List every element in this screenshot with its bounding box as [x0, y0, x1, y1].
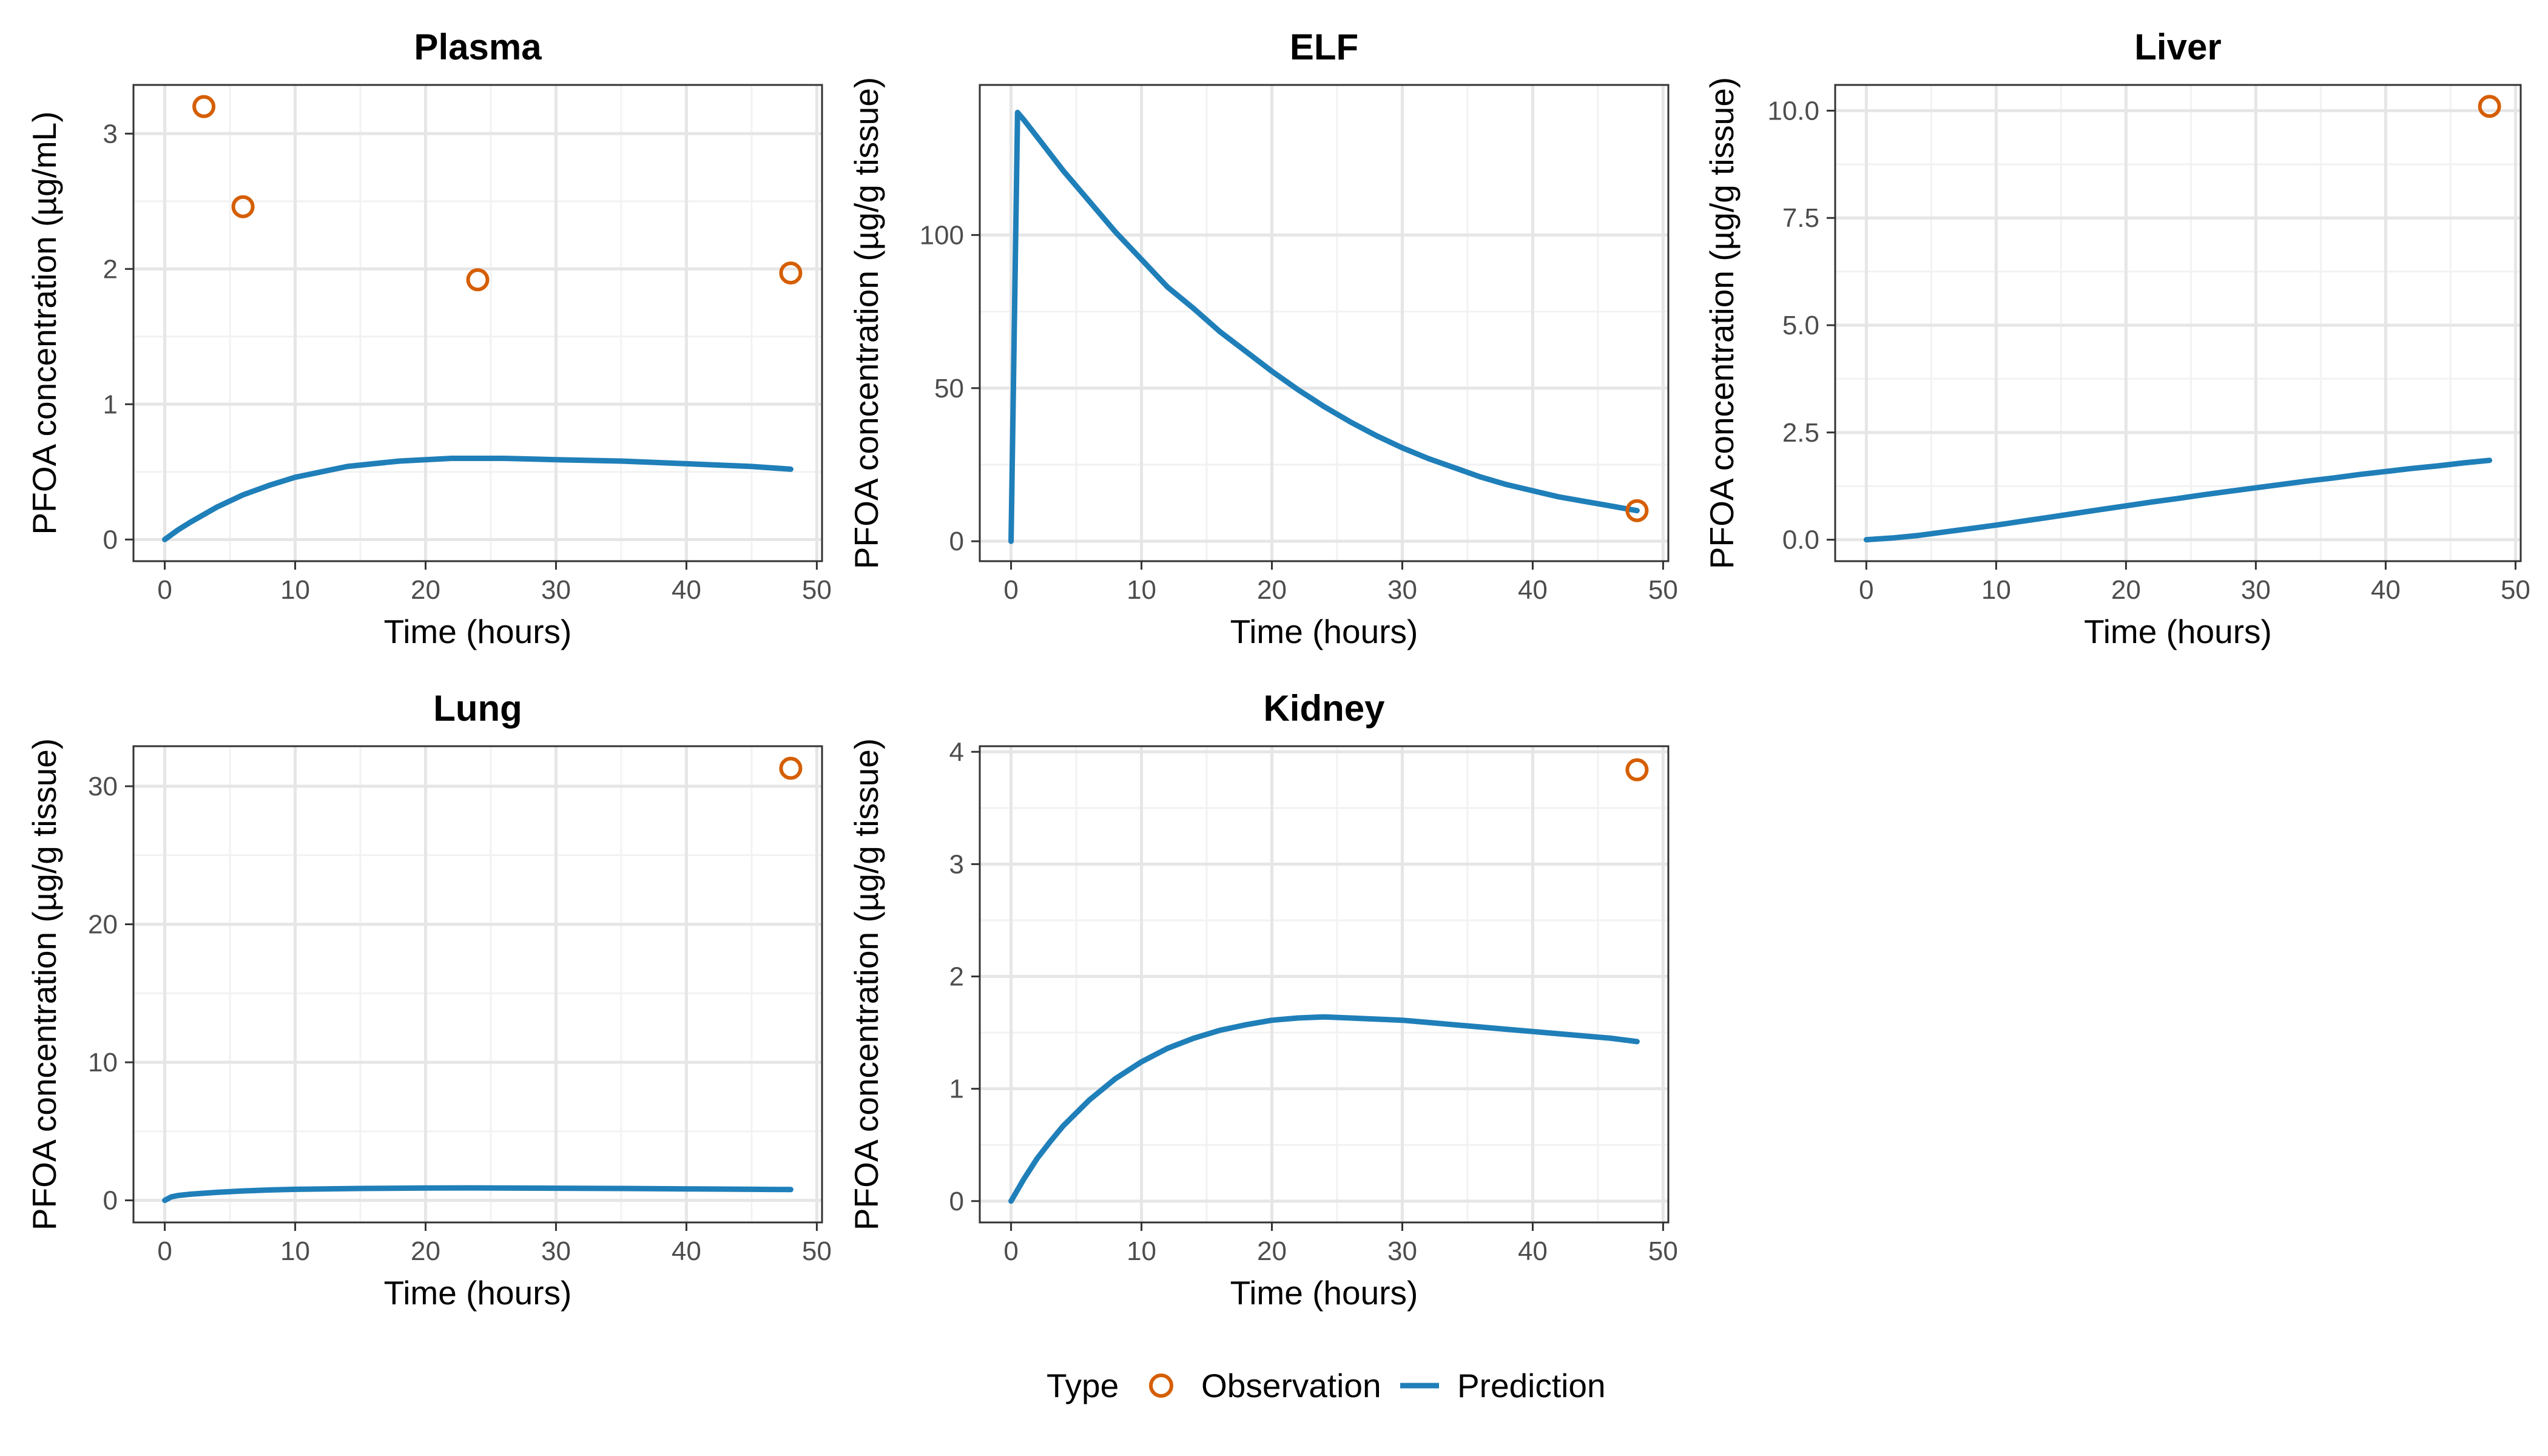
y-tick-label: 7.5 — [1782, 203, 1819, 233]
x-tick-label: 0 — [1003, 1236, 1018, 1266]
x-axis-title: Time (hours) — [384, 1274, 572, 1312]
x-tick-label: 30 — [541, 1236, 571, 1266]
y-tick-label: 4 — [949, 737, 964, 767]
legend-observation-key — [1149, 1373, 1173, 1398]
observation-point — [2478, 95, 2501, 118]
x-axis-title: Time (hours) — [384, 613, 572, 650]
panel-lung: 0 10 20 30 40 50 0 10 20 30 Lung Time (hours) PFOA c… — [25, 688, 832, 1312]
panel-plasma: 0 10 20 30 40 50 0 1 2 3 Plasma Time (hours) PFOA co… — [25, 27, 832, 650]
panel-liver: 0 10 20 30 40 50 0.0 2.5 5.0 7.5 10.0 Liver Time (ho… — [1703, 27, 2530, 650]
x-tick-label: 20 — [1257, 1236, 1287, 1266]
x-tick-label: 30 — [2241, 575, 2271, 605]
observation-point — [1625, 758, 1649, 781]
x-axis-title: Time (hours) — [2084, 613, 2272, 650]
prediction-line — [1863, 457, 2493, 543]
y-tick-label: 0 — [949, 1187, 964, 1216]
y-tick-label: 0 — [103, 525, 118, 554]
panel-frame — [1834, 84, 2522, 562]
x-tick-label: 20 — [2111, 575, 2141, 605]
y-tick-label: 10 — [88, 1048, 118, 1077]
legend: Type Observation Prediction — [1046, 1367, 1606, 1404]
x-axis-title: Time (hours) — [1230, 1274, 1418, 1312]
y-tick-label: 2 — [949, 962, 964, 992]
x-tick-label: 30 — [541, 575, 571, 605]
x-tick-label: 40 — [1518, 575, 1548, 605]
panel-kidney: 0 10 20 30 40 50 0 1 2 3 4 Kidney Time (hours) PFOA c… — [848, 688, 1678, 1312]
y-tick-label: 2.5 — [1782, 418, 1819, 448]
x-tick-label: 40 — [672, 575, 701, 605]
x-axis-title: Time (hours) — [1230, 613, 1418, 650]
x-tick-label: 10 — [1127, 1236, 1156, 1266]
x-tick-label: 30 — [1387, 575, 1417, 605]
panel-frame — [132, 745, 823, 1224]
y-axis-title: PFOA concentration (µg/g tissue) — [1703, 77, 1741, 569]
prediction-line — [162, 1185, 794, 1204]
y-tick-label: 100 — [920, 220, 964, 250]
prediction-line — [1008, 1014, 1640, 1204]
x-tick-label: 20 — [411, 575, 440, 605]
x-tick-label: 10 — [1127, 575, 1156, 605]
y-tick-label: 0 — [103, 1186, 118, 1216]
x-tick-label: 0 — [157, 575, 172, 605]
y-tick-label: 0.0 — [1782, 525, 1819, 555]
x-tick-label: 30 — [1387, 1236, 1417, 1266]
x-tick-label: 20 — [1257, 575, 1287, 605]
observation-point — [1625, 499, 1649, 522]
panel-frame — [979, 745, 1670, 1224]
x-tick-label: 50 — [802, 575, 832, 605]
x-tick-label: 50 — [1648, 575, 1678, 605]
x-tick-label: 40 — [2371, 575, 2401, 605]
observation-point — [231, 195, 255, 218]
y-tick-label: 5.0 — [1782, 311, 1819, 340]
observation-point — [192, 95, 216, 118]
y-axis-title: PFOA concentration (µg/mL) — [25, 111, 63, 534]
prediction-line — [1008, 109, 1640, 544]
x-tick-label: 40 — [1518, 1236, 1548, 1266]
panel-frame — [979, 84, 1670, 562]
x-tick-label: 10 — [280, 575, 310, 605]
x-tick-label: 20 — [411, 1236, 440, 1266]
y-tick-label: 3 — [103, 119, 118, 149]
panel-elf: 0 10 20 30 40 50 0 50 100 ELF Time (hours) PFOA con… — [848, 27, 1678, 650]
y-tick-label: 20 — [88, 910, 118, 940]
y-tick-label: 30 — [88, 772, 118, 801]
x-tick-label: 0 — [1859, 575, 1873, 605]
x-tick-label: 50 — [2501, 575, 2530, 605]
legend-prediction-label: Prediction — [1457, 1367, 1606, 1404]
x-tick-label: 10 — [1981, 575, 2011, 605]
y-tick-label: 0 — [949, 527, 964, 556]
observation-point — [779, 261, 803, 285]
prediction-line — [162, 456, 794, 542]
y-tick-label: 2 — [103, 254, 118, 284]
panel-title: Plasma — [414, 27, 542, 67]
panel-title: Kidney — [1263, 688, 1385, 729]
x-tick-label: 10 — [280, 1236, 310, 1266]
observation-point — [466, 268, 490, 292]
x-tick-label: 0 — [157, 1236, 172, 1266]
x-tick-label: 50 — [1648, 1236, 1678, 1266]
x-tick-label: 50 — [802, 1236, 832, 1266]
panel-frame — [132, 84, 823, 562]
y-tick-label: 1 — [949, 1074, 964, 1104]
x-tick-label: 0 — [1003, 575, 1018, 605]
observation-point — [779, 757, 803, 780]
y-axis-title: PFOA concentration (µg/g tissue) — [25, 738, 63, 1230]
panel-title: ELF — [1290, 27, 1358, 67]
legend-observation-label: Observation — [1201, 1367, 1381, 1404]
x-tick-label: 40 — [672, 1236, 701, 1266]
y-tick-label: 10.0 — [1767, 96, 1819, 126]
y-tick-label: 1 — [103, 389, 118, 419]
legend-title: Type — [1046, 1367, 1119, 1404]
y-tick-label: 50 — [934, 374, 964, 403]
panel-title: Liver — [2134, 27, 2221, 67]
y-axis-title: PFOA concentration (µg/g tissue) — [848, 77, 885, 569]
y-axis-title: PFOA concentration (µg/g tissue) — [848, 738, 885, 1230]
panel-title: Lung — [433, 688, 522, 729]
y-tick-label: 3 — [949, 849, 964, 879]
